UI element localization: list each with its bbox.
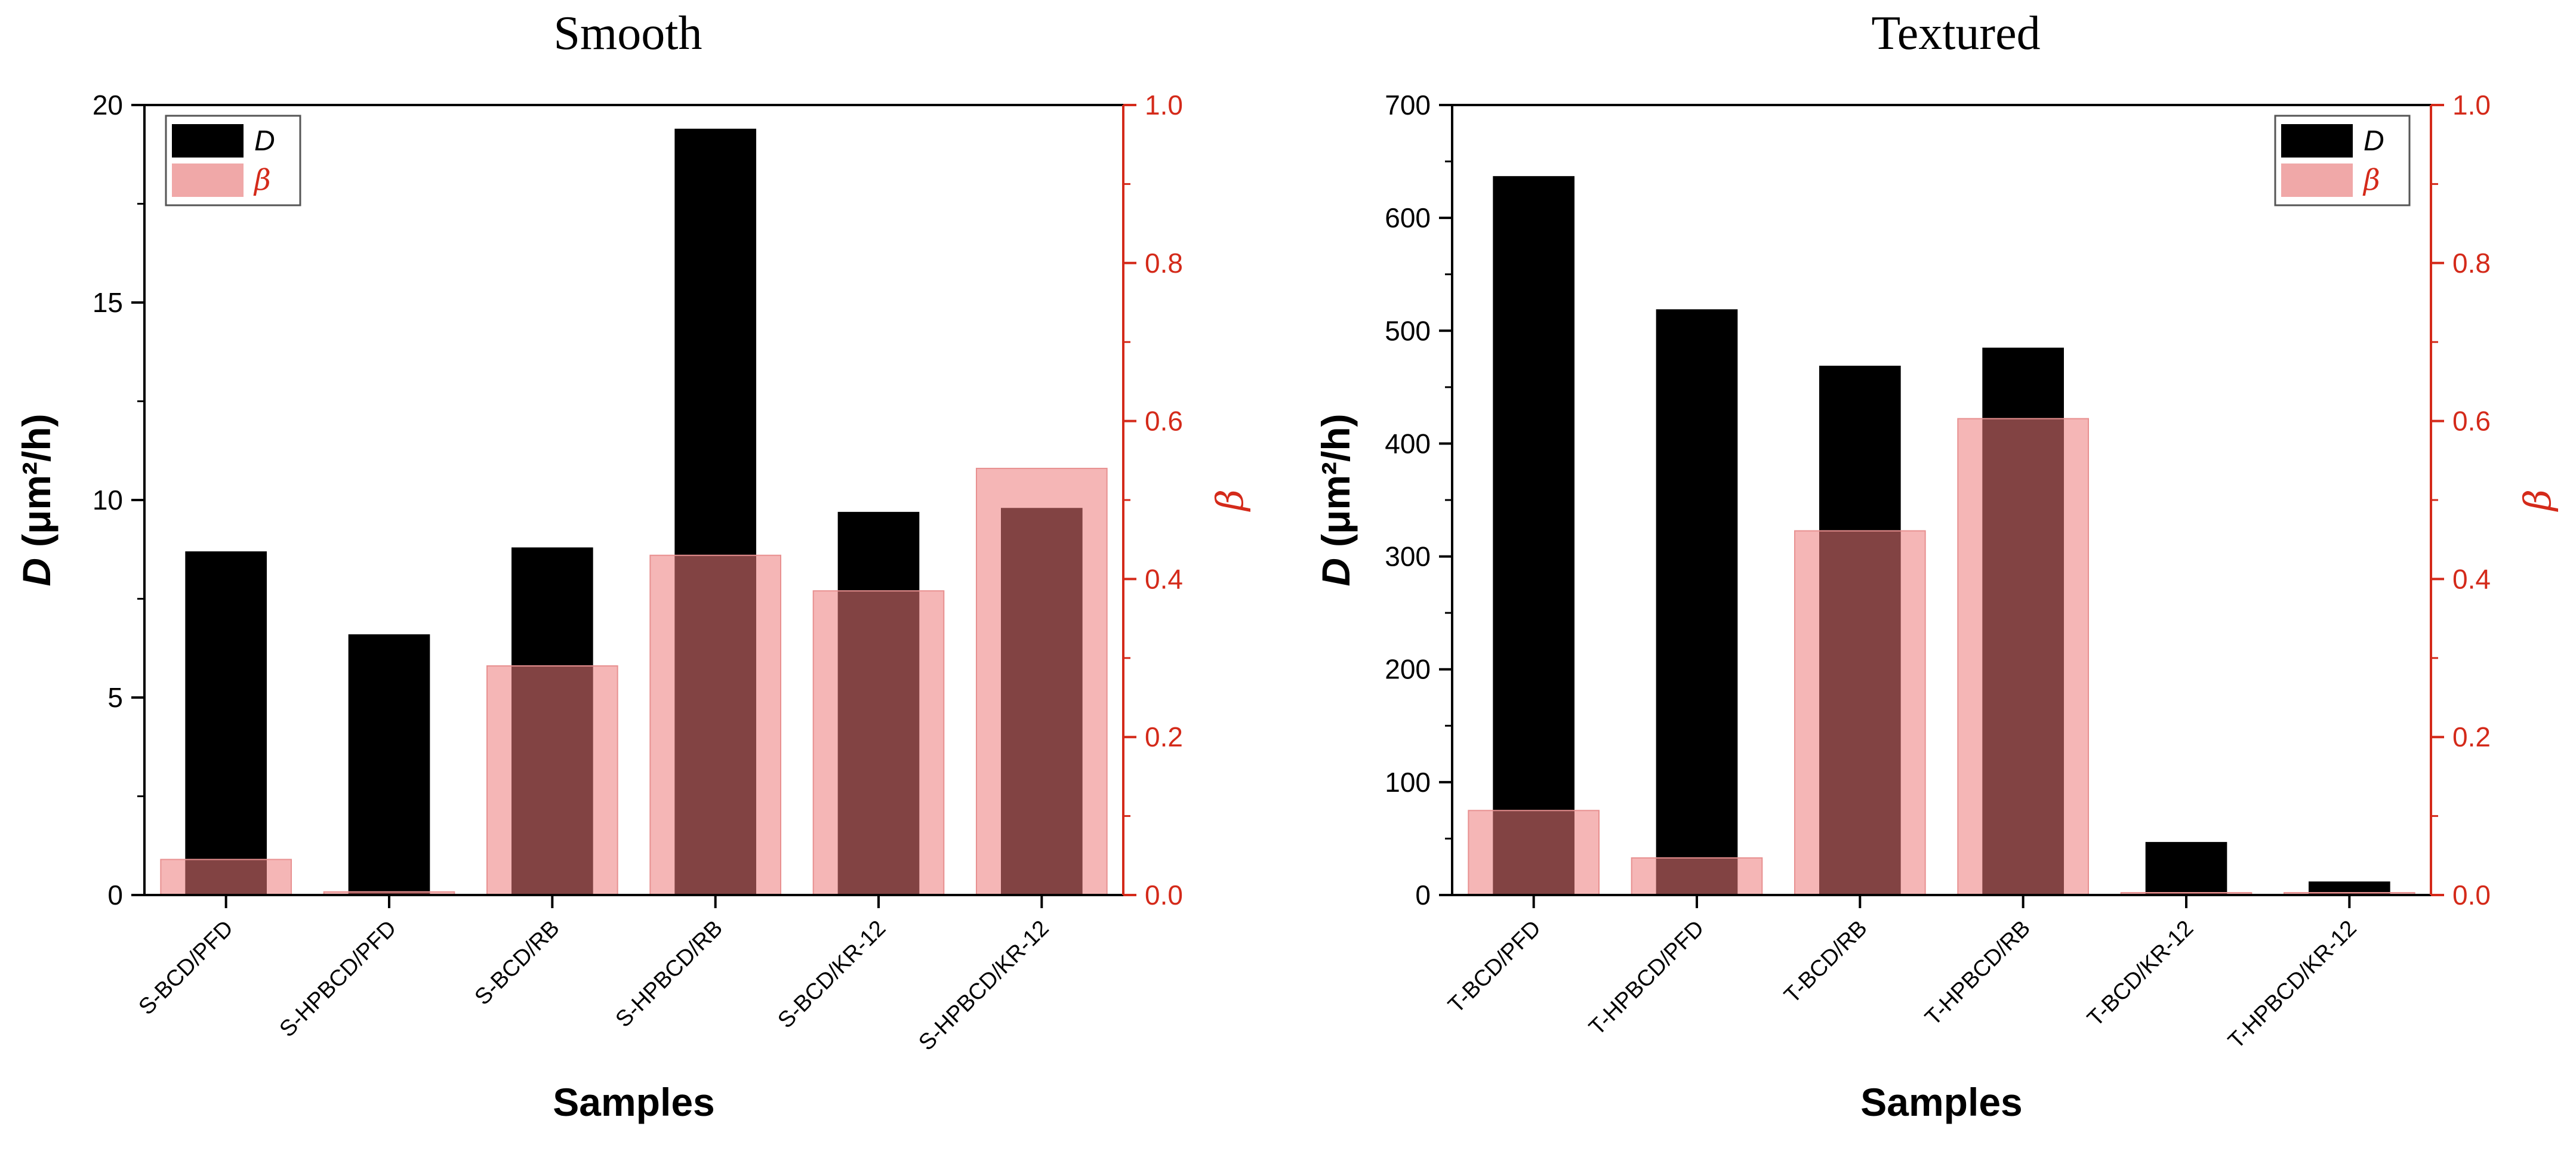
y2-axis-label: β — [1208, 489, 1252, 512]
bar-beta-3 — [486, 665, 618, 896]
x-category-label: T-BCD/PFD — [1444, 916, 1546, 1019]
legend-swatch-d — [172, 124, 244, 158]
bar-beta-1 — [160, 859, 292, 896]
y-axis-label: D (μm²/h) — [14, 414, 58, 586]
y-axis-unit: (μm²/h) — [14, 414, 58, 547]
y2-tick-label: 0.4 — [2452, 563, 2491, 594]
bar-beta-1 — [1468, 810, 1600, 896]
y2-tick-label: 1.0 — [2452, 90, 2491, 121]
bar-beta-3 — [1794, 530, 1926, 896]
x-category-label: T-HPBCD/RB — [1921, 916, 2035, 1030]
x-category-label: S-HPBCD/KR-12 — [914, 916, 1053, 1056]
y-tick-label: 15 — [93, 287, 123, 318]
x-category-label: T-BCD/RB — [1780, 916, 1872, 1008]
bar-d-5 — [2145, 842, 2227, 895]
legend-label-beta: β — [253, 163, 271, 197]
y2-tick-label: 0.6 — [2452, 406, 2491, 437]
legend-label-d: D — [254, 125, 275, 157]
chart-title: Smooth — [554, 7, 702, 60]
bar-beta-4 — [649, 554, 782, 896]
y2-tick-label: 0.0 — [2452, 880, 2491, 911]
y2-tick-label: 0.0 — [1145, 880, 1183, 911]
y2-tick-label: 0.8 — [2452, 248, 2491, 279]
chart-panel-textured: Textured 0 100 200 300 400 500 600 700 0.0 0.2 0.4 0… — [1314, 7, 2559, 1124]
x-category-label: T-HPBCD/PFD — [1585, 916, 1709, 1041]
y-tick-label: 10 — [93, 485, 123, 516]
x-category-label: S-BCD/PFD — [134, 916, 239, 1020]
bar-d-1 — [1493, 176, 1574, 895]
y-tick-label: 100 — [1385, 767, 1431, 798]
legend-swatch-beta — [2281, 163, 2353, 197]
x-category-label: T-BCD/KR-12 — [2082, 916, 2198, 1032]
y-tick-label: 700 — [1385, 90, 1431, 121]
y2-tick-label: 0.4 — [1145, 563, 1183, 594]
y-axis-symbol: D — [1314, 558, 1358, 587]
bar-beta-5 — [812, 590, 945, 896]
x-category-label: S-HPBCD/RB — [611, 916, 728, 1032]
y2-tick-label: 0.6 — [1145, 406, 1183, 437]
y2-tick-label: 0.2 — [2452, 721, 2491, 752]
x-category-label: S-HPBCD/PFD — [275, 916, 402, 1042]
y-tick-label: 600 — [1385, 202, 1431, 233]
y-tick-label: 200 — [1385, 654, 1431, 685]
y-tick-label: 20 — [93, 90, 123, 121]
x-category-label: T-HPBCD/KR-12 — [2223, 916, 2361, 1054]
x-category-label: S-BCD/RB — [470, 916, 565, 1010]
y-tick-label: 0 — [107, 880, 123, 911]
y-axis-unit: (μm²/h) — [1314, 414, 1358, 547]
legend-label-d: D — [2364, 125, 2384, 157]
y-tick-label: 300 — [1385, 541, 1431, 572]
chart-panel-smooth: Smooth 0 5 10 15 20 0.0 0.2 0.4 0.6 0.8 1.0 S-BCD/PF… — [14, 7, 1252, 1124]
y-axis-symbol: D — [14, 558, 58, 587]
y-tick-label: 500 — [1385, 315, 1431, 346]
bar-d-1 — [185, 551, 267, 895]
y-tick-label: 0 — [1415, 880, 1431, 911]
y2-tick-label: 0.8 — [1145, 248, 1183, 279]
bar-beta-4 — [1957, 418, 2089, 896]
y-tick-label: 400 — [1385, 428, 1431, 459]
x-category-label: S-BCD/KR-12 — [773, 916, 890, 1033]
x-axis-label: Samples — [553, 1080, 714, 1124]
bar-d-2 — [348, 634, 430, 895]
bar-d-2 — [1656, 309, 1738, 895]
y2-tick-label: 0.2 — [1145, 721, 1183, 752]
legend-label-beta: β — [2362, 163, 2380, 197]
legend-swatch-beta — [172, 163, 244, 197]
y-tick-label: 5 — [107, 682, 123, 713]
bar-beta-6 — [976, 468, 1108, 896]
bar-d-6 — [2309, 881, 2390, 895]
y2-tick-label: 1.0 — [1145, 90, 1183, 121]
y2-axis-label: β — [2516, 489, 2559, 512]
bar-beta-2 — [1631, 857, 1763, 896]
y-axis-label: D (μm²/h) — [1314, 414, 1358, 586]
chart-title: Textured — [1871, 7, 2040, 60]
x-axis-label: Samples — [1860, 1080, 2022, 1124]
legend-swatch-d — [2281, 124, 2353, 158]
